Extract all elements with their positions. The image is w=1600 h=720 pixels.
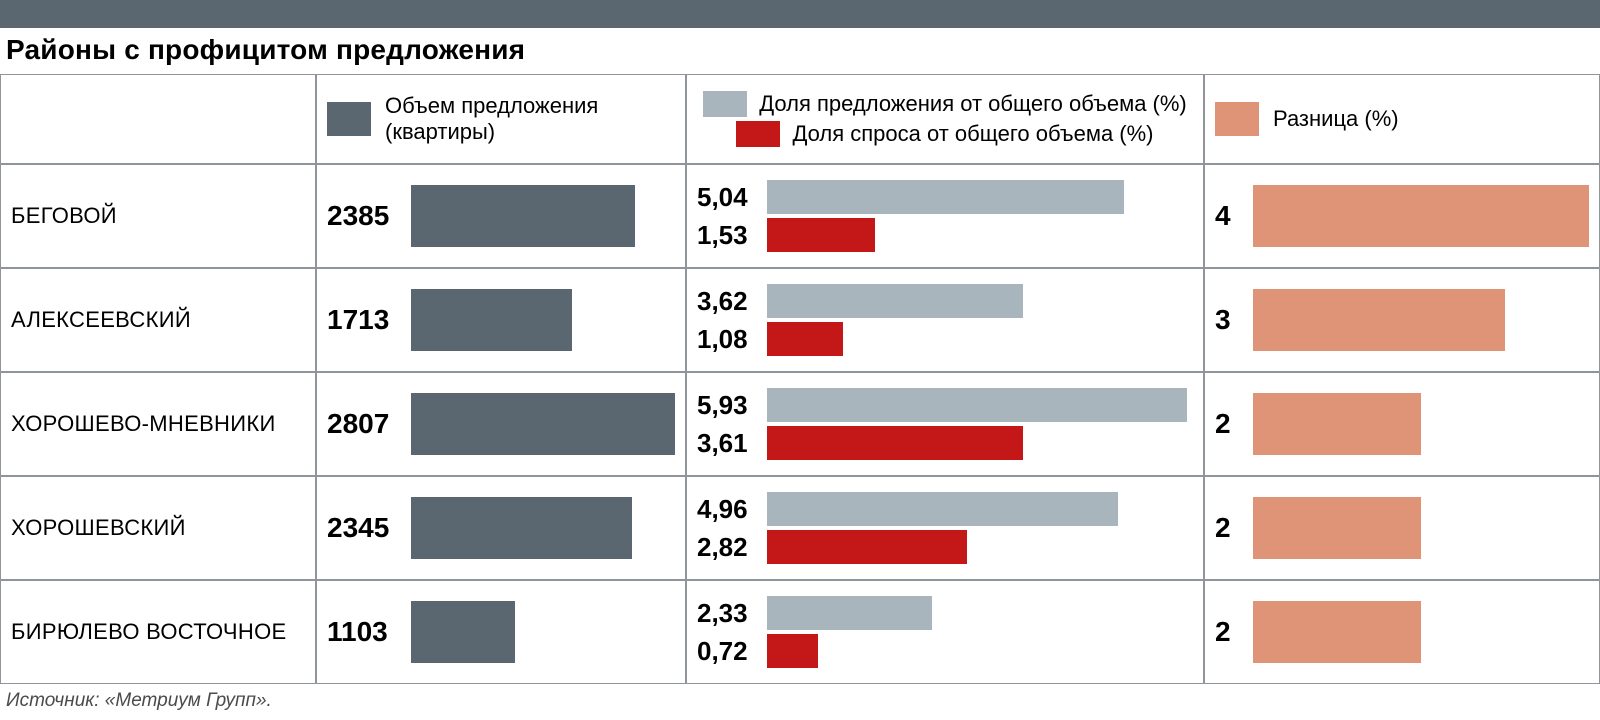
district-name: БИРЮЛЕВО ВОСТОЧНОЕ <box>11 619 286 645</box>
district-cell: ХОРОШЕВСКИЙ <box>0 476 316 580</box>
diff-value: 2 <box>1215 512 1245 544</box>
diff-cell: 2 <box>1204 476 1600 580</box>
diff-value: 3 <box>1215 304 1245 336</box>
diff-cell: 3 <box>1204 268 1600 372</box>
volume-cell: 1713 <box>316 268 686 372</box>
supply-share-bar <box>767 596 932 630</box>
district-cell: БИРЮЛЕВО ВОСТОЧНОЕ <box>0 580 316 684</box>
legend-supply-label: Доля предложения от общего объема (%) <box>759 91 1187 117</box>
legend-diff-label: Разница (%) <box>1273 106 1399 132</box>
diff-bar <box>1253 289 1505 351</box>
diff-cell: 4 <box>1204 164 1600 268</box>
volume-cell: 2385 <box>316 164 686 268</box>
header-volume: Объем предложения (квартиры) <box>316 74 686 164</box>
supply-share-value: 2,33 <box>697 598 767 629</box>
shares-cell: 4,96 2,82 <box>686 476 1204 580</box>
demand-share-bar <box>767 426 1023 460</box>
supply-share-value: 5,93 <box>697 390 767 421</box>
demand-share-value: 3,61 <box>697 428 767 459</box>
data-grid: Объем предложения (квартиры) Доля предло… <box>0 74 1600 684</box>
shares-cell: 2,33 0,72 <box>686 580 1204 684</box>
shares-cell: 5,93 3,61 <box>686 372 1204 476</box>
supply-share-value: 5,04 <box>697 182 767 213</box>
diff-bar <box>1253 497 1421 559</box>
supply-share-bar <box>767 388 1187 422</box>
chart-page: Районы с профицитом предложения Объем пр… <box>0 0 1600 720</box>
volume-value: 1713 <box>327 304 401 336</box>
volume-cell: 1103 <box>316 580 686 684</box>
volume-value: 2807 <box>327 408 401 440</box>
demand-share-value: 0,72 <box>697 636 767 667</box>
volume-bar <box>411 601 515 663</box>
diff-value: 2 <box>1215 408 1245 440</box>
supply-share-bar <box>767 492 1118 526</box>
supply-share-bar <box>767 284 1023 318</box>
shares-cell: 3,62 1,08 <box>686 268 1204 372</box>
diff-cell: 2 <box>1204 372 1600 476</box>
district-name: АЛЕКСЕЕВСКИЙ <box>11 307 191 333</box>
supply-share-value: 4,96 <box>697 494 767 525</box>
volume-cell: 2345 <box>316 476 686 580</box>
volume-bar <box>411 185 635 247</box>
demand-share-bar <box>767 322 843 356</box>
volume-value: 2345 <box>327 512 401 544</box>
diff-bar <box>1253 185 1589 247</box>
top-accent-bar <box>0 0 1600 28</box>
legend-swatch-demand <box>736 121 780 147</box>
supply-share-bar <box>767 180 1124 214</box>
district-cell: АЛЕКСЕЕВСКИЙ <box>0 268 316 372</box>
legend-swatch-diff <box>1215 102 1259 136</box>
volume-bar <box>411 393 675 455</box>
source-attribution: Источник: «Метриум Групп». <box>0 684 1600 712</box>
demand-share-bar <box>767 530 967 564</box>
volume-value: 2385 <box>327 200 401 232</box>
district-cell: ХОРОШЕВО-МНЕВНИКИ <box>0 372 316 476</box>
volume-cell: 2807 <box>316 372 686 476</box>
volume-bar <box>411 497 632 559</box>
header-diff: Разница (%) <box>1204 74 1600 164</box>
legend-demand-label: Доля спроса от общего объема (%) <box>792 121 1153 147</box>
diff-bar <box>1253 601 1421 663</box>
district-name: ХОРОШЕВО-МНЕВНИКИ <box>11 411 276 437</box>
chart-title: Районы с профицитом предложения <box>0 28 1600 74</box>
diff-value: 2 <box>1215 616 1245 648</box>
diff-value: 4 <box>1215 200 1245 232</box>
legend-volume-label: Объем предложения (квартиры) <box>385 93 675 145</box>
volume-bar <box>411 289 572 351</box>
supply-share-value: 3,62 <box>697 286 767 317</box>
demand-share-bar <box>767 634 818 668</box>
volume-value: 1103 <box>327 616 401 648</box>
demand-share-value: 2,82 <box>697 532 767 563</box>
district-name: БЕГОВОЙ <box>11 203 117 229</box>
demand-share-value: 1,08 <box>697 324 767 355</box>
header-shares: Доля предложения от общего объема (%) До… <box>686 74 1204 164</box>
legend-swatch-supply <box>703 91 747 117</box>
legend-swatch-volume <box>327 102 371 136</box>
header-districts <box>0 74 316 164</box>
shares-cell: 5,04 1,53 <box>686 164 1204 268</box>
diff-cell: 2 <box>1204 580 1600 684</box>
diff-bar <box>1253 393 1421 455</box>
district-name: ХОРОШЕВСКИЙ <box>11 515 186 541</box>
demand-share-bar <box>767 218 875 252</box>
demand-share-value: 1,53 <box>697 220 767 251</box>
district-cell: БЕГОВОЙ <box>0 164 316 268</box>
